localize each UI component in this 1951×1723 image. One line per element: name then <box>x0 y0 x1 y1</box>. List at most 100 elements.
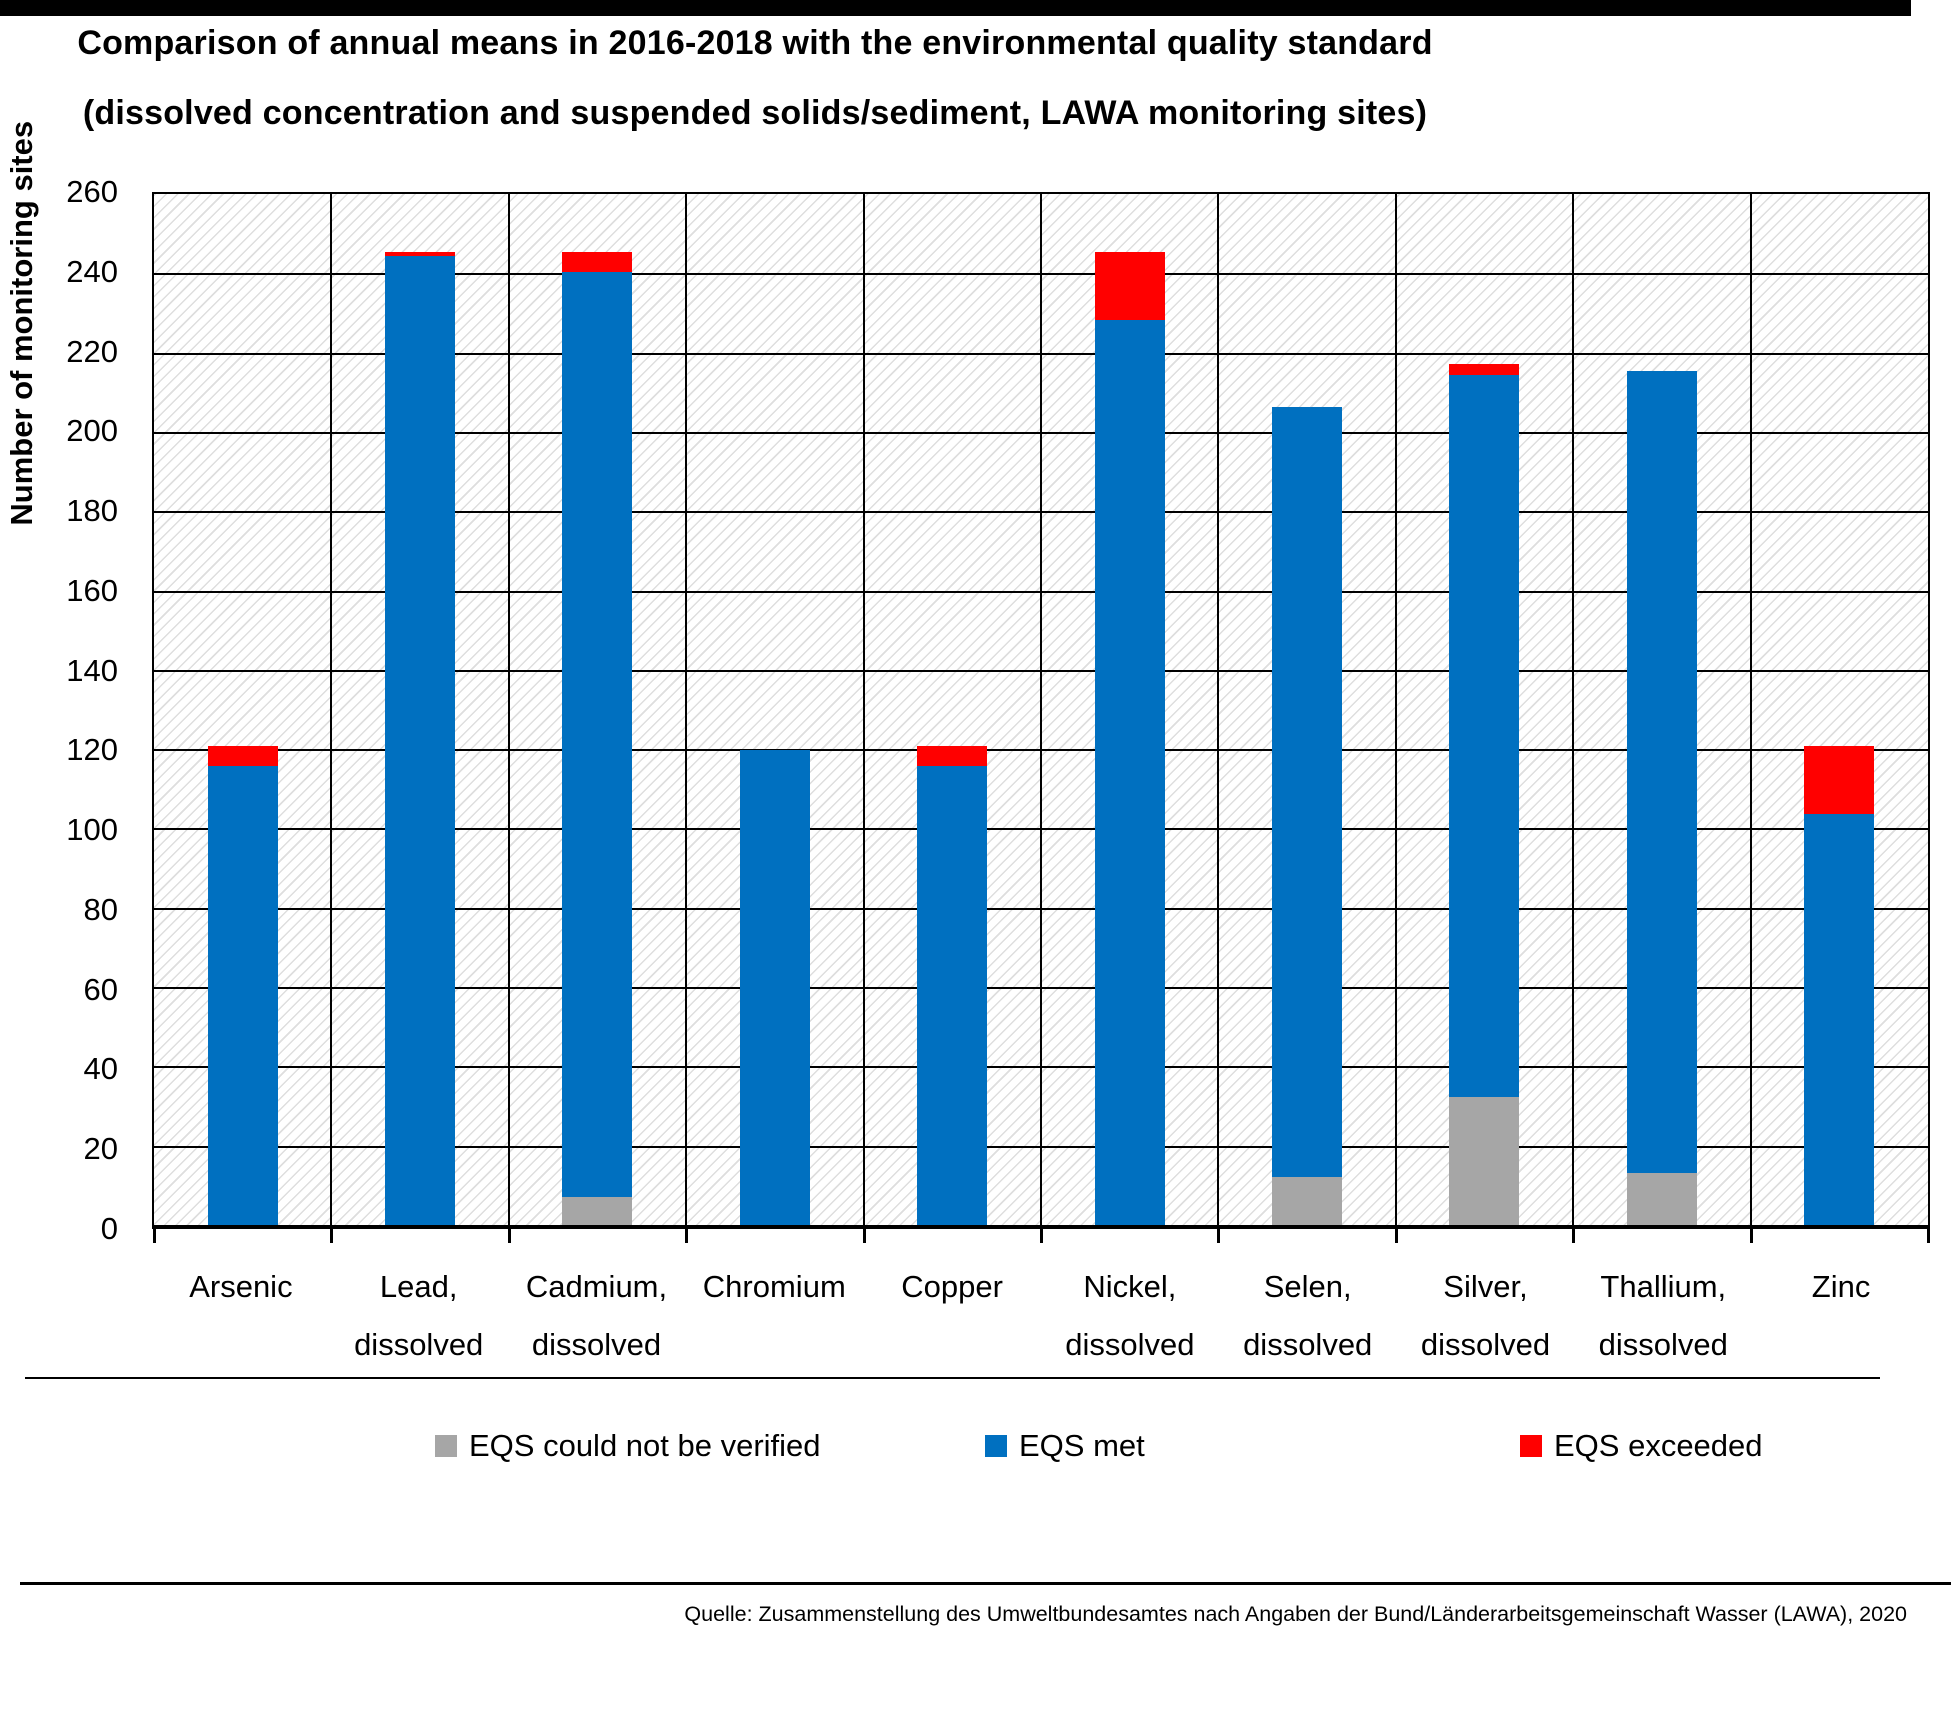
x-category-label-selen: Selen, dissolved <box>1243 1269 1373 1362</box>
x-category-label-chromium: Chromium <box>702 1269 846 1304</box>
legend-label: EQS met <box>1019 1428 1145 1463</box>
x-category-label-copper: Copper <box>901 1269 1003 1304</box>
y-tick-label-60: 60 <box>83 971 118 1007</box>
bar-segment-eqs-met <box>917 766 988 1225</box>
x-category-label-cadmium: Cadmium, dissolved <box>525 1269 668 1362</box>
bar-segment-eqs-exceeded <box>562 251 633 272</box>
bar-nickel <box>1041 194 1218 1225</box>
bar-segment-eqs-met <box>1804 814 1875 1225</box>
x-category-label-zinc: Zinc <box>1811 1269 1871 1304</box>
legend-item-eqs-met: EQS met <box>985 1428 1145 1464</box>
bar-segment-eqs-exceeded <box>917 746 988 767</box>
bar-copper <box>864 194 1041 1225</box>
gridline-x-1 <box>330 194 333 1225</box>
x-axis-tick <box>685 1229 689 1243</box>
gridline-x-7 <box>1394 194 1397 1225</box>
bar-stack <box>1804 746 1875 1225</box>
bar-chromium <box>686 194 863 1225</box>
y-tick-label-200: 200 <box>66 413 118 449</box>
bar-segment-eqs-exceeded <box>1449 363 1520 376</box>
gridline-x-9 <box>1749 194 1752 1225</box>
bar-segment-eqs-met <box>207 766 278 1225</box>
legend-swatch-icon <box>985 1435 1007 1457</box>
y-tick-label-140: 140 <box>66 652 118 688</box>
legend-label: EQS could not be verified <box>469 1428 821 1463</box>
bar-selen <box>1218 194 1395 1225</box>
bar-segment-eqs-exceeded <box>1094 251 1165 320</box>
x-category-label-thallium: Thallium, dissolved <box>1598 1269 1728 1362</box>
y-tick-label-40: 40 <box>83 1051 118 1087</box>
bar-lead <box>331 194 508 1225</box>
legend-item-eqs-could-not-be-verified: EQS could not be verified <box>435 1428 821 1464</box>
bar-stack <box>385 251 456 1225</box>
bar-segment-eqs-met <box>1272 407 1343 1178</box>
bar-stack <box>1094 251 1165 1225</box>
top-rule <box>0 0 1911 16</box>
x-axis-tick <box>1927 1229 1930 1243</box>
source-note: Quelle: Zusammenstellung des Umweltbunde… <box>684 1602 1907 1626</box>
gridline-x-5 <box>1040 194 1042 1225</box>
legend: EQS could not be verified EQS met EQS exce… <box>0 1428 1951 1472</box>
x-axis-tick <box>1217 1229 1221 1243</box>
x-category-label-nickel: Nickel, dissolved <box>1065 1269 1195 1362</box>
y-tick-label-240: 240 <box>66 253 118 289</box>
bar-segment-eqs-met <box>1094 319 1165 1225</box>
x-category-label-silver: Silver, dissolved <box>1420 1269 1551 1362</box>
x-axis-tick <box>330 1229 334 1243</box>
x-axis-tick <box>153 1229 156 1243</box>
bar-segment-eqs-exceeded <box>1804 746 1875 815</box>
x-axis-tick <box>507 1229 511 1243</box>
gridline-x-8 <box>1572 194 1575 1225</box>
bar-silver <box>1396 194 1573 1225</box>
bar-stack <box>1626 371 1697 1225</box>
x-axis-tick <box>1394 1229 1398 1243</box>
bar-segment-eqs-could-not-be-verified <box>1626 1173 1697 1225</box>
x-axis-tick <box>1572 1229 1576 1243</box>
x-axis-tick <box>1749 1229 1753 1243</box>
bar-thallium <box>1573 194 1750 1225</box>
bar-stack <box>917 746 988 1225</box>
y-tick-label-160: 160 <box>66 572 118 608</box>
bar-segment-eqs-exceeded <box>207 746 278 767</box>
y-tick-label-260: 260 <box>66 174 118 209</box>
bar-segment-eqs-exceeded <box>385 251 456 256</box>
bar-stack <box>562 251 633 1225</box>
y-tick-label-0: 0 <box>100 1211 118 1246</box>
bar-segment-eqs-met <box>385 255 456 1225</box>
x-axis-tick <box>1040 1229 1043 1243</box>
bar-arsenic <box>154 194 331 1225</box>
bar-stack <box>207 746 278 1225</box>
y-tick-label-20: 20 <box>83 1131 118 1167</box>
y-tick-label-220: 220 <box>66 333 118 369</box>
legend-divider <box>25 1377 1880 1379</box>
chart-title-line1: Comparison of annual means in 2016-2018 … <box>77 24 1433 62</box>
x-axis-tick <box>862 1229 866 1243</box>
bar-cadmium <box>509 194 686 1225</box>
legend-swatch-icon <box>1520 1435 1542 1457</box>
footer-divider <box>20 1582 1951 1585</box>
bar-stack <box>1272 407 1343 1225</box>
bar-segment-eqs-met <box>1626 371 1697 1174</box>
plot-area <box>152 192 1930 1243</box>
gridline-x-6 <box>1217 194 1220 1225</box>
bar-zinc <box>1751 194 1928 1225</box>
y-tick-label-180: 180 <box>66 493 118 529</box>
y-tick-label-80: 80 <box>83 891 118 927</box>
bar-stack <box>739 750 810 1225</box>
legend-swatch-icon <box>435 1435 457 1457</box>
gridline-x-4 <box>862 194 865 1225</box>
legend-label: EQS exceeded <box>1554 1428 1763 1463</box>
bar-segment-eqs-met <box>739 750 810 1225</box>
bar-segment-eqs-met <box>562 271 633 1198</box>
bar-stack <box>1449 363 1520 1225</box>
legend-item-eqs-exceeded: EQS exceeded <box>1520 1428 1763 1464</box>
y-tick-label-120: 120 <box>66 732 118 768</box>
chart-title-line2: (dissolved concentration and suspended s… <box>82 94 1428 132</box>
y-tick-label-100: 100 <box>66 812 118 848</box>
gridline-x-3 <box>685 194 688 1225</box>
bar-segment-eqs-could-not-be-verified <box>1449 1097 1520 1225</box>
x-category-label-lead: Lead, dissolved <box>354 1269 484 1362</box>
bar-segment-eqs-could-not-be-verified <box>1272 1177 1343 1225</box>
x-category-label-arsenic: Arsenic <box>189 1269 293 1304</box>
